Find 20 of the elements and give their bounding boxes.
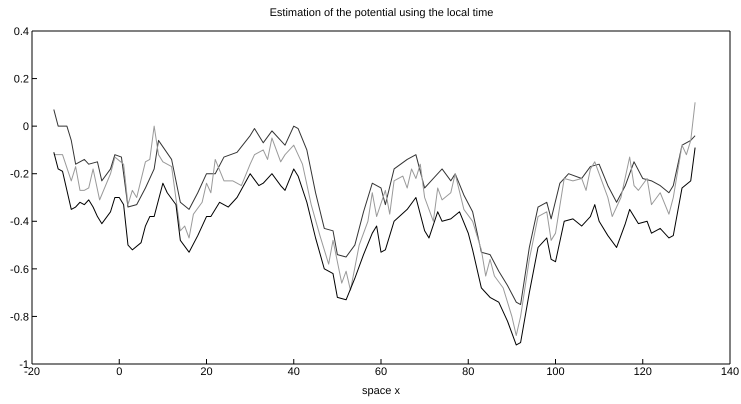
- x-tick-label: 60: [374, 366, 388, 378]
- y-tick-label: -0.6: [10, 264, 29, 276]
- y-tick-label: 0.4: [14, 26, 29, 38]
- y-tick-label: -0.8: [10, 311, 29, 324]
- line-series: [53, 102, 696, 336]
- x-tick-label: 140: [720, 366, 740, 378]
- x-tick-label: 0: [116, 366, 122, 378]
- y-tick-label: 0.2: [14, 73, 29, 86]
- line-series: [53, 147, 696, 346]
- x-axis-title: space x: [362, 385, 400, 397]
- y-tick-label: -0.4: [10, 216, 29, 228]
- chart-title: Estimation of the potential using the local time: [268, 7, 494, 19]
- x-tick-label: 40: [288, 366, 300, 378]
- x-tick-label: 80: [462, 366, 474, 378]
- x-tick-label: 120: [634, 366, 652, 378]
- line-series: [53, 108, 696, 306]
- x-tick-label: 20: [200, 366, 213, 378]
- x-tick-label: 100: [546, 366, 565, 378]
- y-tick-label: 0: [22, 121, 29, 134]
- y-tick-label: -0.2: [10, 168, 29, 181]
